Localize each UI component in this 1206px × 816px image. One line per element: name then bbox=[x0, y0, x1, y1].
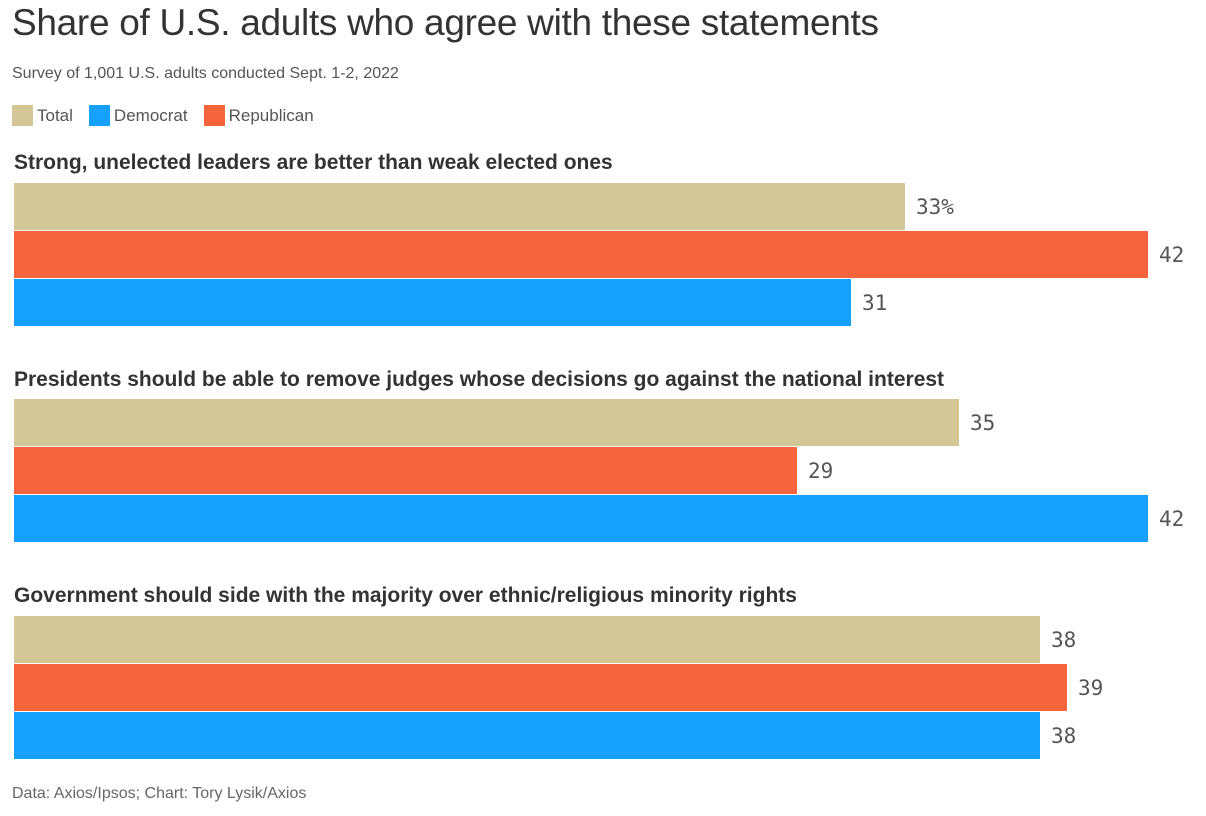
chart-subtitle: Survey of 1,001 U.S. adults conducted Se… bbox=[12, 65, 399, 82]
group-title: Government should side with the majority… bbox=[14, 584, 797, 607]
legend-swatch-total bbox=[12, 105, 33, 126]
bar-value-label: 38 bbox=[1051, 724, 1076, 748]
bar-republican bbox=[14, 447, 797, 494]
group-title: Presidents should be able to remove judg… bbox=[14, 368, 944, 391]
bar-democrat bbox=[14, 279, 851, 326]
bar-republican bbox=[14, 231, 1148, 278]
legend-swatch-republican bbox=[203, 105, 225, 126]
legend-swatch-democrat bbox=[88, 105, 110, 126]
bar-value-label: 39 bbox=[1078, 676, 1103, 700]
bar-value-label: 42 bbox=[1159, 243, 1184, 267]
bar-value-label: 33% bbox=[916, 195, 954, 219]
bar-republican bbox=[14, 664, 1067, 711]
bar-value-label: 31 bbox=[862, 291, 887, 315]
bar-total bbox=[14, 183, 905, 230]
bar-value-label: 35 bbox=[970, 411, 995, 435]
legend-item-democrat: Democrat bbox=[88, 105, 188, 126]
bar-value-label: 38 bbox=[1051, 628, 1076, 652]
legend: Total Democrat Republican bbox=[12, 105, 330, 126]
legend-label-total: Total bbox=[37, 105, 73, 125]
bar-total bbox=[14, 399, 959, 446]
legend-label-republican: Republican bbox=[228, 105, 314, 125]
bar-total bbox=[14, 616, 1040, 663]
bar-value-label: 29 bbox=[808, 459, 833, 483]
source-note: Data: Axios/Ipsos; Chart: Tory Lysik/Axi… bbox=[12, 785, 307, 802]
legend-label-democrat: Democrat bbox=[113, 105, 188, 125]
bar-value-label: 42 bbox=[1159, 507, 1184, 531]
group-title: Strong, unelected leaders are better tha… bbox=[14, 151, 613, 174]
legend-item-total: Total bbox=[12, 105, 73, 126]
bar-democrat bbox=[14, 495, 1148, 542]
chart-title: Share of U.S. adults who agree with thes… bbox=[12, 2, 879, 43]
bar-democrat bbox=[14, 712, 1040, 759]
legend-item-republican: Republican bbox=[203, 105, 314, 126]
